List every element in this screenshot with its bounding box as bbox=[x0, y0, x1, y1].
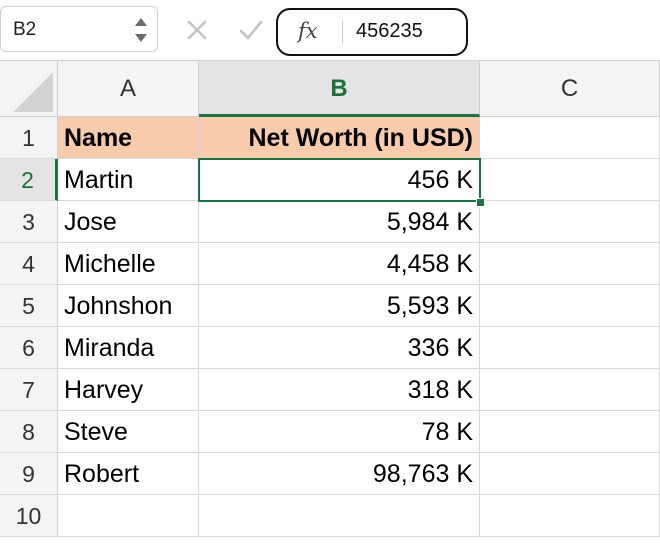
cell-c3[interactable] bbox=[480, 201, 660, 243]
cell-a2[interactable]: Martin bbox=[58, 159, 199, 201]
name-box-ref: B2 bbox=[13, 19, 37, 40]
cell-b3[interactable]: 5,984 K bbox=[199, 201, 480, 243]
cell-a5[interactable]: Johnshon bbox=[58, 285, 199, 327]
cell-b4[interactable]: 4,458 K bbox=[199, 243, 480, 285]
checkmark-icon[interactable] bbox=[238, 18, 264, 47]
cell-c10[interactable] bbox=[480, 495, 660, 537]
row-header-5[interactable]: 5 bbox=[0, 285, 58, 327]
cell-a6[interactable]: Miranda bbox=[58, 327, 199, 369]
name-box[interactable]: B2 bbox=[0, 6, 158, 52]
cell-c7[interactable] bbox=[480, 369, 660, 411]
cell-a7[interactable]: Harvey bbox=[58, 369, 199, 411]
cell-b1[interactable]: Net Worth (in USD) bbox=[199, 117, 480, 159]
column-header-a[interactable]: A bbox=[58, 61, 199, 117]
cell-b7[interactable]: 318 K bbox=[199, 369, 480, 411]
cell-c6[interactable] bbox=[480, 327, 660, 369]
row-header-8[interactable]: 8 bbox=[0, 411, 58, 453]
row-header-4[interactable]: 4 bbox=[0, 243, 58, 285]
cell-c1[interactable] bbox=[480, 117, 660, 159]
formula-separator bbox=[342, 20, 343, 44]
cell-b2[interactable]: 456 K bbox=[199, 159, 480, 201]
column-header-c[interactable]: C bbox=[480, 61, 660, 117]
cell-a10[interactable] bbox=[58, 495, 199, 537]
cell-c5[interactable] bbox=[480, 285, 660, 327]
row-header-9[interactable]: 9 bbox=[0, 453, 58, 495]
cell-a8[interactable]: Steve bbox=[58, 411, 199, 453]
row-header-10[interactable]: 10 bbox=[0, 495, 58, 537]
cell-a3[interactable]: Jose bbox=[58, 201, 199, 243]
cell-b8[interactable]: 78 K bbox=[199, 411, 480, 453]
formula-bar: B2 fx 456235 bbox=[0, 0, 660, 61]
select-all-corner[interactable] bbox=[0, 61, 58, 117]
cell-c2[interactable] bbox=[480, 159, 660, 201]
cell-c4[interactable] bbox=[480, 243, 660, 285]
column-header-b[interactable]: B bbox=[199, 61, 480, 117]
cell-a9[interactable]: Robert bbox=[58, 453, 199, 495]
cell-b6[interactable]: 336 K bbox=[199, 327, 480, 369]
row-header-6[interactable]: 6 bbox=[0, 327, 58, 369]
cell-b10[interactable] bbox=[199, 495, 480, 537]
cell-c8[interactable] bbox=[480, 411, 660, 453]
row-header-7[interactable]: 7 bbox=[0, 369, 58, 411]
cell-c9[interactable] bbox=[480, 453, 660, 495]
cell-a4[interactable]: Michelle bbox=[58, 243, 199, 285]
row-header-3[interactable]: 3 bbox=[0, 201, 58, 243]
formula-input[interactable]: fx 456235 bbox=[276, 8, 468, 56]
fill-handle[interactable] bbox=[476, 198, 485, 207]
row-header-2[interactable]: 2 bbox=[0, 159, 58, 201]
cell-b5[interactable]: 5,593 K bbox=[199, 285, 480, 327]
name-box-stepper-icon[interactable] bbox=[133, 13, 149, 47]
cell-b9[interactable]: 98,763 K bbox=[199, 453, 480, 495]
formula-value: 456235 bbox=[356, 20, 423, 42]
cancel-icon[interactable] bbox=[186, 19, 208, 46]
row-header-1[interactable]: 1 bbox=[0, 117, 58, 159]
function-icon[interactable]: fx bbox=[298, 19, 318, 43]
cell-a1[interactable]: Name bbox=[58, 117, 199, 159]
spreadsheet-grid: A B C 1 2 3 4 5 6 7 8 9 10 Name Net Wort… bbox=[0, 61, 660, 543]
